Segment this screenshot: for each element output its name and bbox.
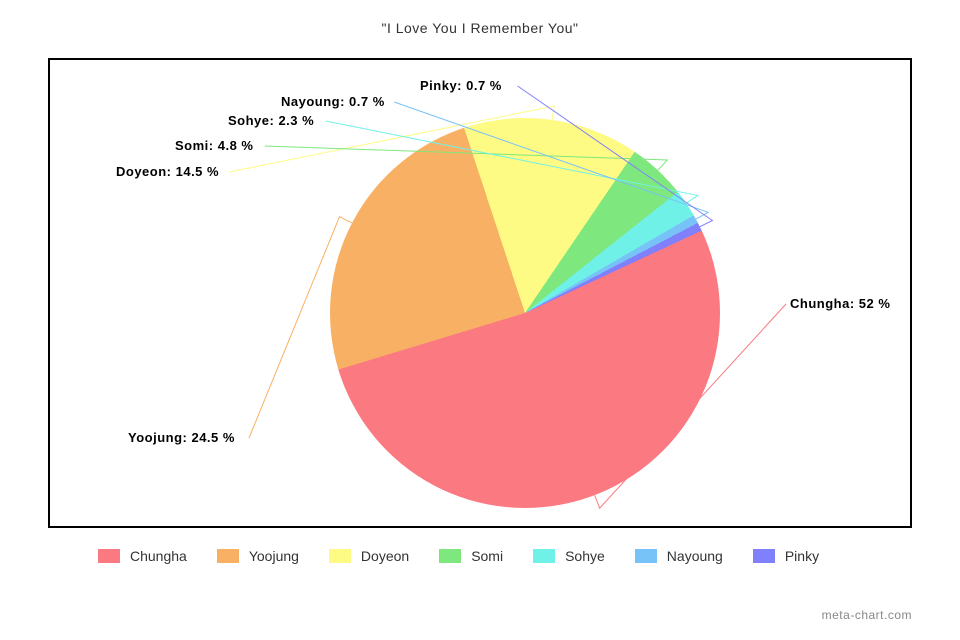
legend-item: Chungha [98,548,187,564]
slice-label: Doyeon: 14.5 % [116,164,219,179]
credit-text: meta-chart.com [822,608,912,622]
legend-swatch [217,549,239,563]
legend-label: Pinky [785,548,819,564]
legend-swatch [753,549,775,563]
legend-label: Yoojung [249,548,299,564]
slice-label: Pinky: 0.7 % [420,78,502,93]
slice-label: Somi: 4.8 % [175,138,253,153]
slice-label: Nayoung: 0.7 % [281,94,385,109]
legend-item: Pinky [753,548,819,564]
legend-label: Chungha [130,548,187,564]
chart-title: "I Love You I Remember You" [0,0,960,36]
slice-label: Sohye: 2.3 % [228,113,314,128]
pie-chart [330,118,720,508]
legend-label: Doyeon [361,548,409,564]
legend-item: Doyeon [329,548,409,564]
legend-label: Somi [471,548,503,564]
slice-label: Yoojung: 24.5 % [128,430,235,445]
legend-swatch [98,549,120,563]
legend-label: Sohye [565,548,605,564]
legend-item: Somi [439,548,503,564]
slice-label: Chungha: 52 % [790,296,890,311]
legend-swatch [439,549,461,563]
legend-item: Yoojung [217,548,299,564]
legend-swatch [329,549,351,563]
legend-swatch [635,549,657,563]
legend-label: Nayoung [667,548,723,564]
legend-item: Nayoung [635,548,723,564]
legend-swatch [533,549,555,563]
legend-item: Sohye [533,548,605,564]
legend: Chungha Yoojung Doyeon Somi Sohye Nayoung Pink… [98,548,898,564]
